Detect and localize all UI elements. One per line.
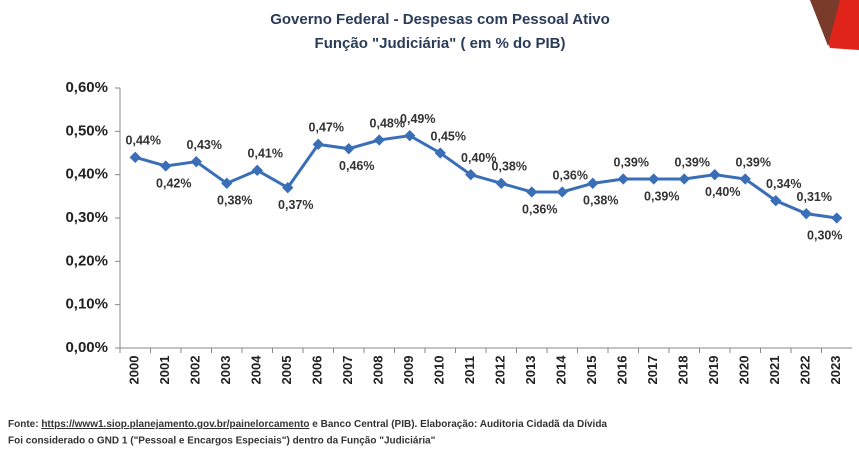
x-tick-label: 2022 <box>798 356 813 385</box>
x-tick-label: 2005 <box>279 356 294 385</box>
point <box>648 173 659 184</box>
chart-title: Governo Federal - Despesas com Pessoal A… <box>270 11 610 28</box>
data-label: 0,39% <box>614 155 649 169</box>
x-tick-label: 2023 <box>828 356 843 385</box>
y-tick-label: 0,50% <box>65 122 108 139</box>
data-label: 0,46% <box>339 159 374 173</box>
point <box>374 134 385 145</box>
point <box>709 169 720 180</box>
point <box>679 173 690 184</box>
y-tick-label: 0,10% <box>65 296 108 313</box>
x-tick-label: 2010 <box>432 356 447 385</box>
point <box>526 186 537 197</box>
point <box>343 143 354 154</box>
data-label: 0,34% <box>766 177 801 191</box>
data-label: 0,45% <box>431 129 466 143</box>
data-label: 0,36% <box>522 202 557 216</box>
point <box>557 186 568 197</box>
data-label: 0,41% <box>248 147 283 161</box>
point <box>831 212 842 223</box>
x-tick-label: 2000 <box>127 356 142 385</box>
note: Foi considerado o GND 1 ("Pessoal e Enca… <box>8 436 436 447</box>
x-tick-label: 2007 <box>340 356 355 385</box>
x-tick-label: 2003 <box>218 356 233 385</box>
point <box>587 178 598 189</box>
point <box>160 160 171 171</box>
data-label: 0,43% <box>187 138 222 152</box>
x-tick-label: 2011 <box>462 356 477 384</box>
y-tick-label: 0,20% <box>65 252 108 269</box>
x-tick-label: 2020 <box>737 356 752 385</box>
x-tick-label: 2019 <box>706 356 721 385</box>
data-label: 0,42% <box>156 176 191 190</box>
data-label: 0,36% <box>553 168 588 182</box>
x-tick-label: 2018 <box>676 356 691 385</box>
y-tick-label: 0,00% <box>65 339 108 356</box>
x-tick-label: 2016 <box>615 356 630 385</box>
x-tick-label: 2004 <box>249 355 264 385</box>
source-url[interactable]: https://www1.siop.planejamento.gov.br/pa… <box>41 419 309 430</box>
data-label: 0,47% <box>309 121 344 135</box>
x-tick-label: 2009 <box>401 356 416 385</box>
data-label: 0,39% <box>736 155 771 169</box>
y-tick-label: 0,60% <box>65 79 108 96</box>
x-tick-label: 2013 <box>523 356 538 385</box>
x-tick-label: 2006 <box>310 356 325 385</box>
source-suffix: e Banco Central (PIB). Elaboração: Audit… <box>312 419 607 430</box>
x-tick-label: 2021 <box>767 356 782 385</box>
x-tick-label: 2001 <box>157 356 172 385</box>
x-tick-label: 2012 <box>493 356 508 385</box>
y-tick-label: 0,30% <box>65 209 108 226</box>
x-tick-label: 2014 <box>554 355 569 385</box>
source-line: Fonte: https://www1.siop.planejamento.go… <box>8 419 607 430</box>
data-label: 0,40% <box>705 185 740 199</box>
point <box>496 178 507 189</box>
x-tick-label: 2017 <box>645 356 660 385</box>
source-prefix: Fonte: <box>8 419 39 430</box>
data-label: 0,38% <box>492 160 527 174</box>
x-tick-label: 2002 <box>188 356 203 385</box>
data-label: 0,38% <box>217 194 252 208</box>
chart-subtitle: Função "Judiciária" ( em % do PIB) <box>315 35 566 52</box>
data-label: 0,49% <box>400 112 435 126</box>
data-label: 0,44% <box>126 134 161 148</box>
point <box>130 152 141 163</box>
data-label: 0,38% <box>583 194 618 208</box>
chart: Governo Federal - Despesas com Pessoal A… <box>0 0 859 455</box>
data-label: 0,39% <box>644 189 679 203</box>
y-tick-label: 0,40% <box>65 166 108 183</box>
point <box>801 208 812 219</box>
x-tick-label: 2015 <box>584 356 599 385</box>
data-label: 0,31% <box>797 190 832 204</box>
point <box>618 173 629 184</box>
data-label: 0,37% <box>278 198 313 212</box>
data-label: 0,39% <box>675 155 710 169</box>
x-tick-label: 2008 <box>371 356 386 385</box>
data-label: 0,30% <box>807 228 842 242</box>
